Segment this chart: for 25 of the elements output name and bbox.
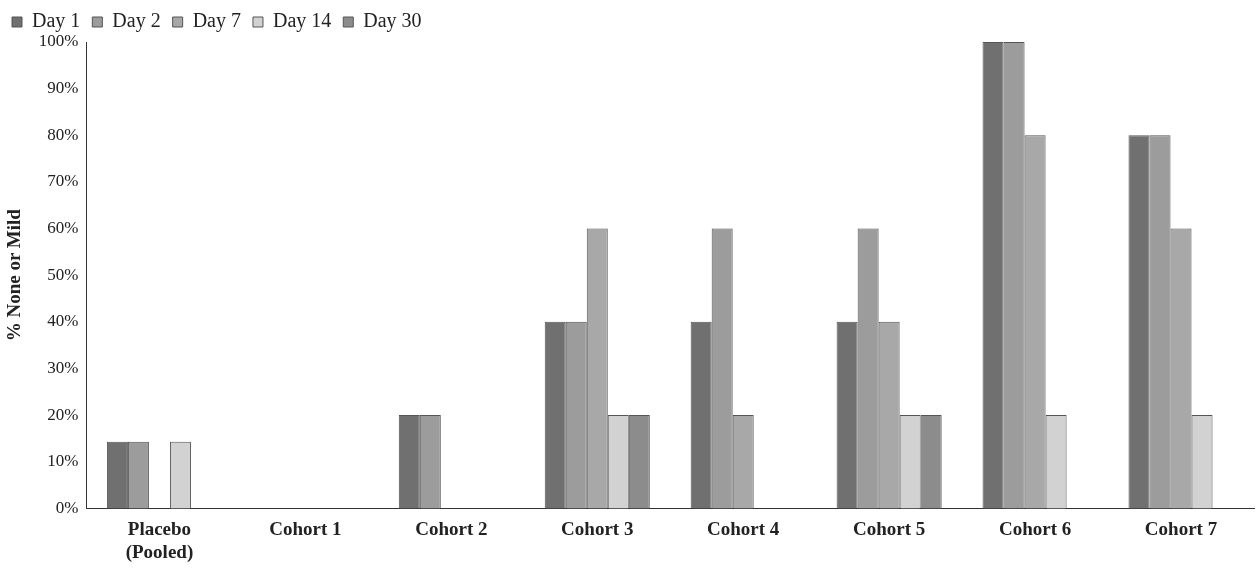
- y-tick-label: 70%: [47, 171, 79, 191]
- x-tick-label: Placebo (Pooled): [125, 517, 194, 563]
- y-axis-title: % None or Mild: [3, 208, 25, 342]
- x-tick-label: Cohort 7: [1144, 517, 1218, 539]
- legend-label: Day 30: [363, 9, 422, 33]
- y-tick-label: 80%: [47, 124, 79, 144]
- y-tick-label: 10%: [47, 451, 79, 471]
- y-tick-label: 100%: [38, 31, 79, 51]
- x-tick-label: Cohort 2: [415, 517, 488, 539]
- x-tick-label: Cohort 5: [852, 517, 926, 539]
- y-tick-label: 20%: [47, 404, 79, 424]
- x-tick-label: Cohort 6: [998, 517, 1072, 539]
- y-tick-label: 90%: [47, 78, 79, 98]
- x-tick-label: Cohort 3: [561, 517, 634, 539]
- legend-label: Day 14: [272, 9, 332, 33]
- y-tick-label: 0%: [55, 497, 79, 517]
- y-tick-label: 30%: [47, 357, 79, 377]
- x-tick-label: Cohort 4: [707, 517, 780, 539]
- legend-label: Day 1: [32, 9, 81, 33]
- x-tick-label: Cohort 1: [269, 517, 342, 539]
- legend-label: Day 2: [112, 9, 161, 33]
- legend-label: Day 7: [192, 9, 241, 33]
- y-tick-label: 50%: [47, 264, 79, 284]
- y-tick-label: 40%: [47, 311, 79, 331]
- y-tick-label: 60%: [47, 218, 79, 238]
